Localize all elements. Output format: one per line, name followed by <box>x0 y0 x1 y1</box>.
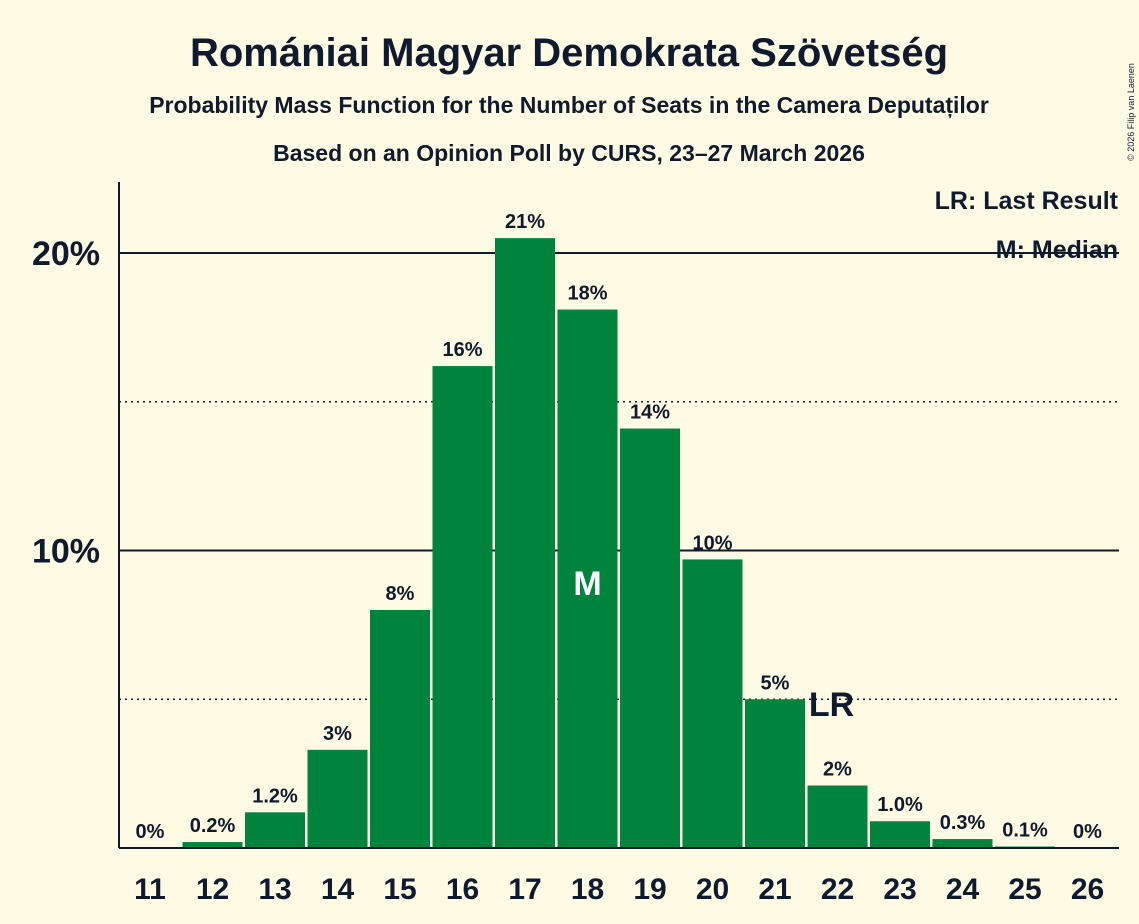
bar-value-label-24: 0.3% <box>940 812 986 834</box>
bar-13 <box>245 812 305 848</box>
legend-last-result: LR: Last Result <box>935 187 1119 215</box>
x-tick-label-18: 18 <box>571 873 604 906</box>
bar-15 <box>370 610 430 848</box>
x-tick-label-19: 19 <box>633 873 666 906</box>
y-tick-label-10: 10% <box>32 533 100 571</box>
bar-22 <box>807 785 868 848</box>
bar-21 <box>745 699 805 848</box>
copyright: © 2026 Filip van Laenen <box>1126 63 1136 161</box>
bar-value-label-13: 1.2% <box>252 785 298 807</box>
bar-value-label-18: 18% <box>567 283 607 305</box>
x-tick-label-16: 16 <box>446 873 479 906</box>
bars <box>182 238 1055 848</box>
bar-value-label-23: 1.0% <box>877 794 923 816</box>
x-tick-label-25: 25 <box>1008 873 1041 906</box>
x-tick-label-26: 26 <box>1071 873 1104 906</box>
bar-value-label-20: 10% <box>692 532 732 554</box>
chart-subtitle-2: Based on an Opinion Poll by CURS, 23–27 … <box>273 140 865 166</box>
last-result-marker: LR <box>809 686 854 724</box>
x-tick-label-22: 22 <box>821 873 854 906</box>
y-tick-label-20: 20% <box>32 235 100 273</box>
bar-value-label-21: 5% <box>761 672 790 694</box>
bar-value-label-16: 16% <box>442 339 482 361</box>
bar-19 <box>620 428 680 848</box>
bar-value-label-26: 0% <box>1073 821 1102 843</box>
bar-value-label-17: 21% <box>505 211 545 233</box>
x-tick-label-17: 17 <box>508 873 541 906</box>
x-tick-label-23: 23 <box>883 873 916 906</box>
bar-value-label-15: 8% <box>386 583 415 605</box>
bar-value-label-12: 0.2% <box>190 815 236 837</box>
x-tick-label-15: 15 <box>383 873 416 906</box>
x-tick-label-12: 12 <box>196 873 229 906</box>
median-marker: M <box>573 565 601 603</box>
bar-17 <box>495 238 555 848</box>
bar-value-label-19: 14% <box>630 402 670 424</box>
axes <box>118 182 1119 849</box>
bar-24 <box>932 839 993 848</box>
bar-23 <box>870 821 930 848</box>
bar-value-label-14: 3% <box>323 723 352 745</box>
x-tick-label-11: 11 <box>134 873 166 906</box>
chart-subtitle: Probability Mass Function for the Number… <box>149 92 989 119</box>
x-tick-label-13: 13 <box>258 873 291 906</box>
x-tick-label-21: 21 <box>758 873 791 906</box>
chart-title: Romániai Magyar Demokrata Szövetség <box>190 31 948 75</box>
bar-18 <box>557 309 618 848</box>
labels: 10% 20% 0% 11 0.2% 12 1.2% 13 3% 14 8% 15 16% 16 21% 17… <box>32 211 1104 906</box>
x-tick-label-20: 20 <box>696 873 729 906</box>
bar-16 <box>432 366 493 848</box>
legend-median: M: Median <box>996 236 1118 264</box>
x-tick-label-14: 14 <box>321 873 355 906</box>
bar-value-label-25: 0.1% <box>1002 820 1048 842</box>
gridlines <box>119 252 1119 700</box>
bar-value-label-11: 0% <box>136 821 165 843</box>
x-tick-label-24: 24 <box>946 873 980 906</box>
bar-20 <box>682 559 743 848</box>
bar-14 <box>307 749 368 848</box>
bar-value-label-22: 2% <box>823 759 852 781</box>
bar-12 <box>182 842 243 848</box>
